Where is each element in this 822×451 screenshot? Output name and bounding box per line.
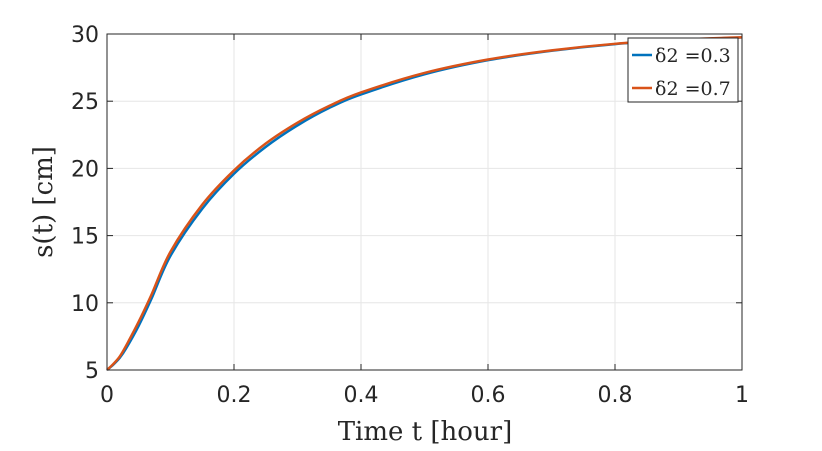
plot-frame [106, 33, 743, 371]
y-tick-label: 15 [71, 225, 99, 250]
y-tick-label: 25 [71, 90, 99, 115]
y-tick-label: 20 [71, 157, 99, 182]
y-axis-ticks: 5 10 15 20 25 30 [71, 23, 742, 384]
x-tick-label: 1 [735, 383, 749, 408]
series-line-1 [106, 35, 743, 371]
y-tick-label: 30 [71, 23, 99, 48]
y-tick-label: 5 [85, 359, 99, 384]
x-tick-label: 0.2 [217, 383, 252, 408]
x-axis-ticks: 0 0.2 0.4 0.6 0.8 1 [100, 34, 749, 408]
legend-entry: δ2 =0.7 [655, 78, 731, 100]
series-lines [106, 35, 743, 371]
legend: δ2 =0.3 δ2 =0.7 [627, 37, 739, 103]
x-tick-label: 0 [100, 383, 114, 408]
x-axis-label: Time t [hour] [338, 417, 513, 447]
y-tick-label: 10 [71, 292, 99, 317]
y-axis-label: s(t) [cm] [29, 146, 59, 258]
x-tick-label: 0.4 [344, 383, 379, 408]
legend-box [627, 37, 739, 103]
x-tick-label: 0.8 [598, 383, 633, 408]
x-tick-label: 0.6 [471, 383, 506, 408]
legend-entry: δ2 =0.3 [655, 45, 731, 67]
